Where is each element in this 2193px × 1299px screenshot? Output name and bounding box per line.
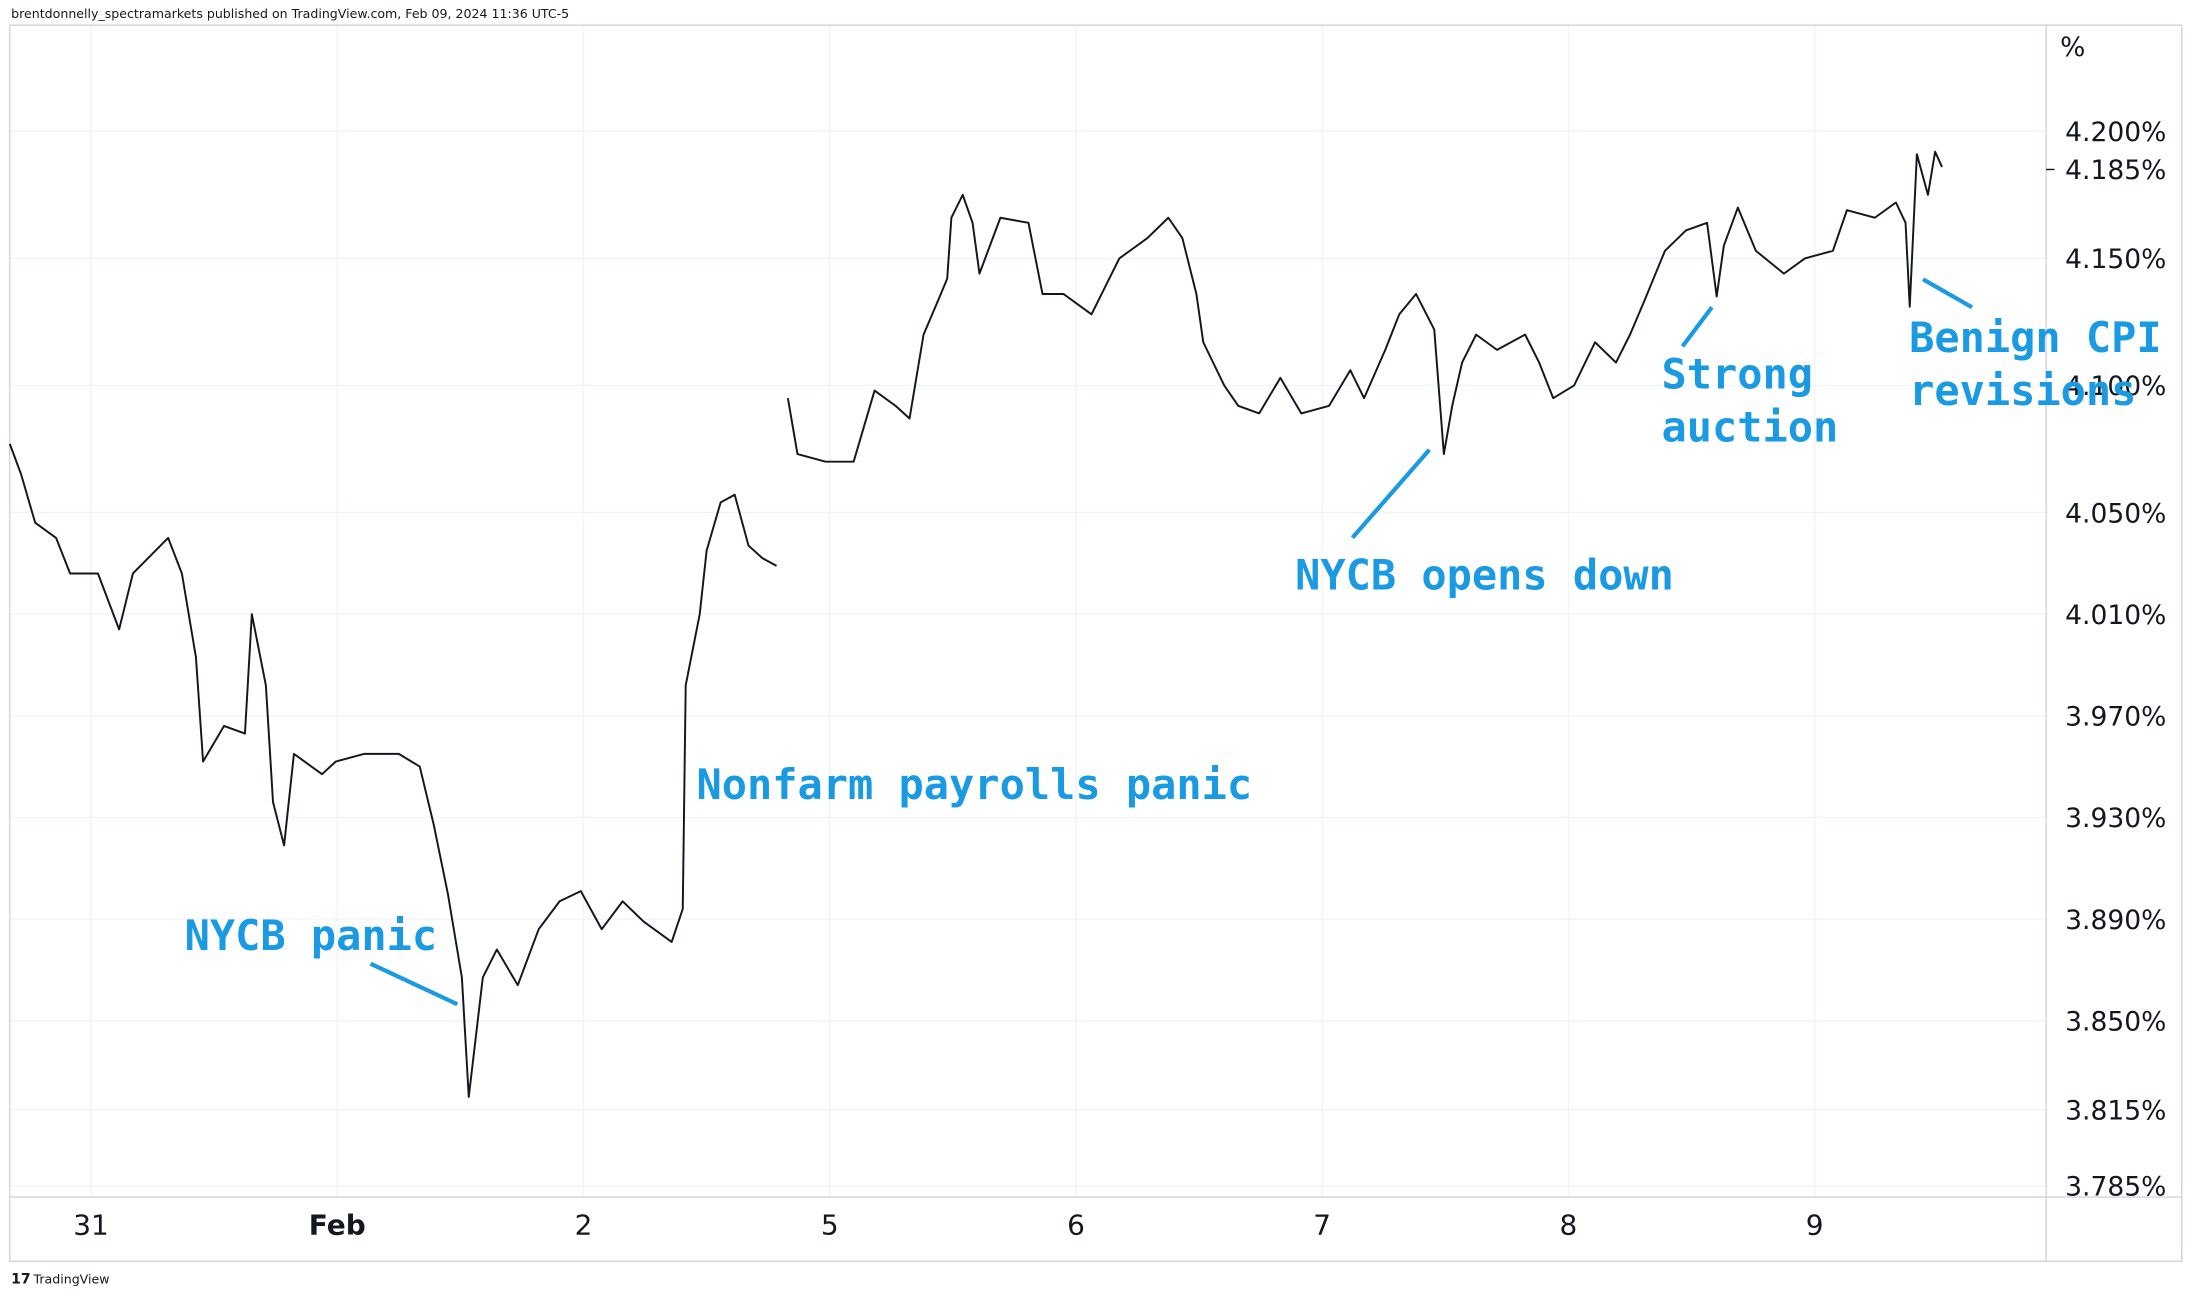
annotation: auction <box>1662 402 1839 451</box>
leader-line <box>1680 306 1714 348</box>
x-tick-label: 6 <box>1067 1209 1085 1242</box>
y-tick-label: 3.930% <box>2065 803 2166 834</box>
logo-mark: 17 <box>11 1272 30 1288</box>
last-price-label: 4.185% <box>2065 155 2166 186</box>
logo-text: TradingView <box>33 1272 110 1287</box>
y-tick-label: 4.050% <box>2065 498 2166 529</box>
annotation: Nonfarm payrolls panic <box>697 760 1253 809</box>
leader-line <box>369 961 459 1007</box>
leader-line <box>1350 448 1431 540</box>
annotation: revisions <box>1909 366 2136 415</box>
x-tick-label: 8 <box>1560 1209 1578 1242</box>
x-tick-label: 2 <box>575 1209 593 1242</box>
price-line <box>8 150 1943 1098</box>
x-tick-label: Feb <box>309 1209 366 1242</box>
y-tick-label: 4.150% <box>2065 244 2166 275</box>
x-tick-label: 31 <box>73 1209 109 1242</box>
x-tick-label: 5 <box>821 1209 839 1242</box>
y-tick-label: 4.010% <box>2065 600 2166 631</box>
annotation: Strong <box>1662 349 1814 398</box>
publisher-note: brentdonnelly_spectramarkets published o… <box>11 6 569 21</box>
annotation: NYCB panic <box>185 911 438 960</box>
leader-line <box>1922 277 1974 310</box>
y-tick-label: 3.890% <box>2065 905 2166 936</box>
x-tick-label: 7 <box>1313 1209 1331 1242</box>
grid <box>9 25 2047 1198</box>
axis-unit: % <box>2060 32 2085 63</box>
annotation: Benign CPI <box>1909 313 2162 362</box>
y-tick-label: 3.785% <box>2065 1172 2166 1203</box>
y-tick-label: 3.850% <box>2065 1006 2166 1037</box>
frame <box>9 24 2183 1262</box>
annotation-leaders <box>369 277 1974 1007</box>
y-tick-label: 3.970% <box>2065 702 2166 733</box>
y-tick-label: 4.200% <box>2065 117 2166 148</box>
annotation: NYCB opens down <box>1295 550 1674 599</box>
x-tick-label: 9 <box>1806 1209 1824 1242</box>
y-tick-label: 3.815% <box>2065 1095 2166 1126</box>
y-tick-label: 4.100% <box>2065 371 2166 402</box>
tv-logo: 17 TradingView <box>11 1272 109 1288</box>
